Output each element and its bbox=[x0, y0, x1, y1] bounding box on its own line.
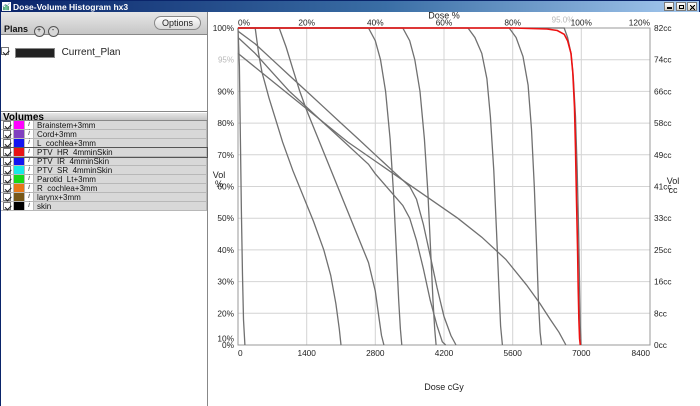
svg-text:0: 0 bbox=[238, 348, 243, 358]
svg-text:33cc: 33cc bbox=[654, 213, 672, 223]
svg-text:%: % bbox=[215, 179, 223, 189]
svg-text:Dose cGy: Dose cGy bbox=[424, 382, 464, 392]
svg-text:1400: 1400 bbox=[297, 348, 316, 358]
svg-text:70%: 70% bbox=[217, 150, 234, 160]
svg-text:50%: 50% bbox=[217, 213, 234, 223]
svg-text:80%: 80% bbox=[504, 18, 521, 28]
svg-text:0%: 0% bbox=[238, 18, 251, 28]
svg-text:95%: 95% bbox=[218, 56, 234, 65]
svg-text:7000: 7000 bbox=[572, 348, 591, 358]
svg-text:2800: 2800 bbox=[366, 348, 385, 358]
svg-text:25cc: 25cc bbox=[654, 245, 672, 255]
svg-text:0cc: 0cc bbox=[654, 340, 667, 350]
svg-text:66cc: 66cc bbox=[654, 86, 672, 96]
svg-text:80%: 80% bbox=[217, 118, 234, 128]
svg-text:95.0%: 95.0% bbox=[552, 16, 575, 25]
svg-text:30%: 30% bbox=[217, 277, 234, 287]
svg-text:0%: 0% bbox=[222, 340, 235, 350]
svg-text:40%: 40% bbox=[367, 18, 384, 28]
svg-text:4200: 4200 bbox=[435, 348, 454, 358]
svg-text:8cc: 8cc bbox=[654, 308, 667, 318]
svg-text:120%: 120% bbox=[629, 18, 651, 28]
svg-text:40%: 40% bbox=[217, 245, 234, 255]
svg-text:5600: 5600 bbox=[503, 348, 522, 358]
svg-text:58cc: 58cc bbox=[654, 118, 672, 128]
svg-text:cc: cc bbox=[669, 185, 679, 195]
svg-text:Dose %: Dose % bbox=[428, 12, 460, 21]
svg-text:20%: 20% bbox=[217, 308, 234, 318]
svg-text:74cc: 74cc bbox=[654, 55, 672, 65]
svg-text:20%: 20% bbox=[298, 18, 315, 28]
svg-text:90%: 90% bbox=[217, 86, 234, 96]
svg-text:49cc: 49cc bbox=[654, 150, 672, 160]
svg-text:16cc: 16cc bbox=[654, 277, 672, 287]
svg-text:82cc: 82cc bbox=[654, 23, 672, 33]
svg-text:100%: 100% bbox=[213, 23, 235, 33]
svg-text:8400: 8400 bbox=[632, 348, 651, 358]
